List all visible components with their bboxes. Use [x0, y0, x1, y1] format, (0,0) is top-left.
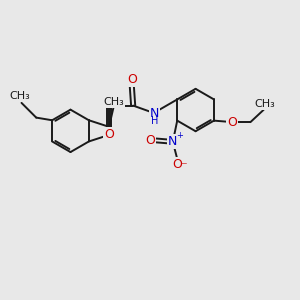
Text: O: O	[127, 73, 136, 85]
Text: O: O	[104, 128, 114, 141]
Text: CH₃: CH₃	[103, 98, 124, 107]
Text: O: O	[227, 116, 237, 129]
Text: O: O	[172, 158, 182, 171]
Text: H: H	[151, 116, 158, 126]
Text: N: N	[168, 135, 178, 148]
Text: CH₃: CH₃	[10, 92, 30, 101]
Text: O: O	[145, 134, 155, 147]
Text: CH₃: CH₃	[255, 99, 276, 109]
Text: ⁻: ⁻	[180, 161, 187, 174]
Text: +: +	[176, 131, 183, 140]
Text: N: N	[150, 107, 159, 120]
